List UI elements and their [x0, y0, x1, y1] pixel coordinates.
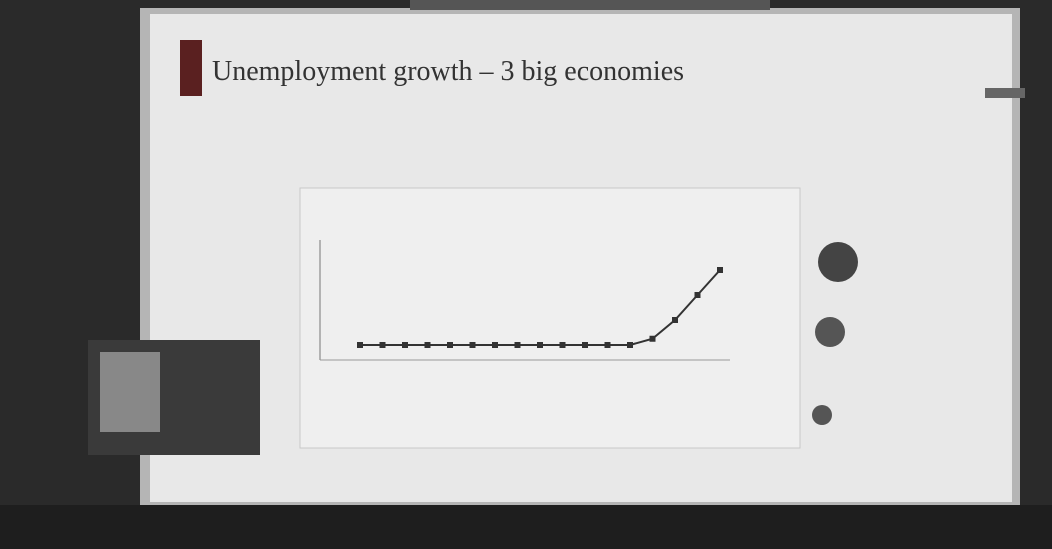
data-point	[694, 292, 701, 298]
data-point	[582, 342, 588, 348]
legend-icon	[818, 242, 858, 282]
data-point	[357, 342, 363, 348]
data-point	[649, 335, 656, 342]
data-point	[559, 342, 566, 348]
legend-icon	[812, 405, 832, 425]
edge-tab	[985, 88, 1025, 98]
data-point	[379, 342, 386, 348]
taskbar	[0, 505, 1052, 549]
data-point	[537, 342, 543, 348]
top-bar	[410, 0, 770, 10]
chart-box	[299, 187, 801, 449]
data-point	[402, 342, 408, 348]
data-point	[469, 342, 476, 348]
data-point	[514, 342, 521, 348]
inset-thumbnail-content	[100, 352, 160, 432]
slide-title: Unemployment growth – 3 big economies	[212, 56, 684, 87]
data-point	[717, 267, 723, 273]
title-accent	[180, 40, 202, 96]
data-point	[604, 342, 611, 348]
legend-icon	[815, 317, 845, 347]
data-point	[447, 342, 453, 348]
data-point	[492, 342, 498, 348]
data-point	[672, 317, 678, 323]
data-point	[627, 342, 633, 348]
data-point	[424, 342, 431, 348]
